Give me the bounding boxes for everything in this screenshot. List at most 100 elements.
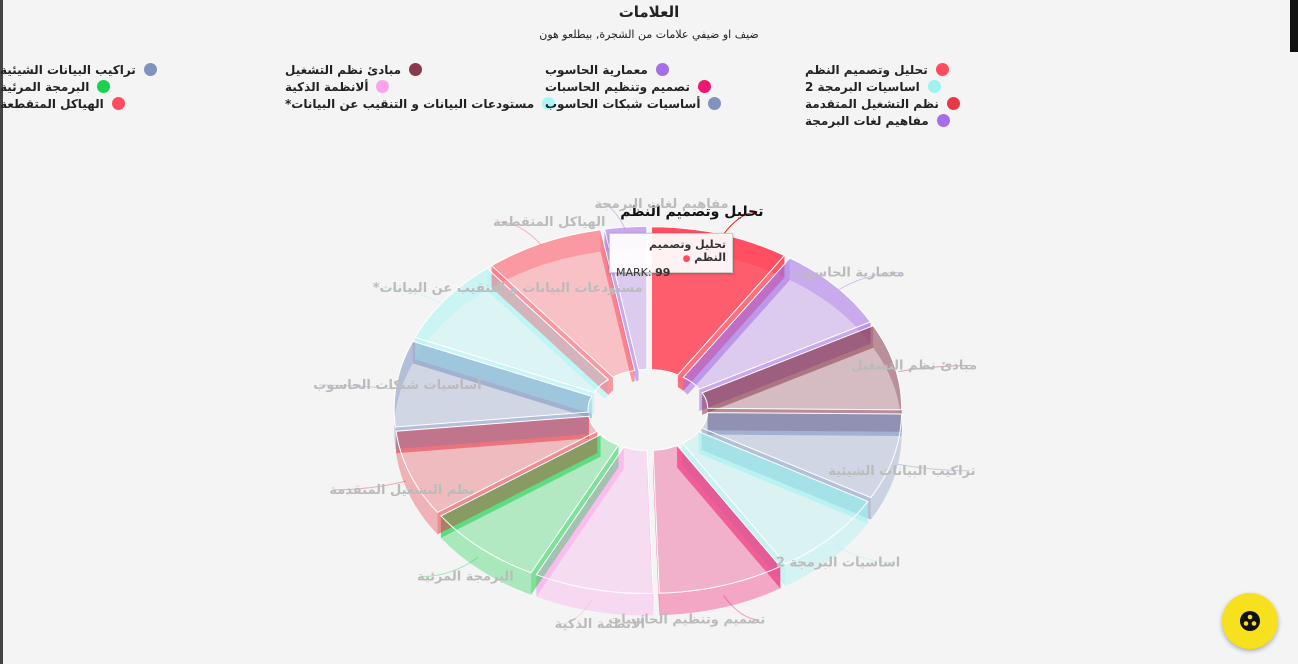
legend-item[interactable]: مستودعات البيانات و التنقيب عن البيانات* xyxy=(285,95,556,112)
data-label-connector xyxy=(723,595,760,621)
floating-action-button[interactable] xyxy=(1222,593,1278,649)
pie-slice-edge xyxy=(698,431,868,524)
pie-slice-side xyxy=(536,574,654,616)
pie-slice-edge xyxy=(491,265,614,400)
data-label-connector xyxy=(834,544,895,564)
pie-slice[interactable] xyxy=(652,444,782,594)
pie-slice[interactable] xyxy=(414,267,610,394)
chart-subtitle: ضيف او ضيفي علامات من الشجرة, بيطلعو هون xyxy=(539,28,759,41)
tooltip-value-label: MARK: xyxy=(616,266,652,279)
legend-item[interactable]: اساسيات البرمجة 2 xyxy=(805,78,1065,95)
legend-marker-icon xyxy=(946,97,960,110)
pie-slice[interactable] xyxy=(440,434,620,574)
pie-slice[interactable] xyxy=(701,325,903,411)
legend-label: اساسيات البرمجة 2 xyxy=(805,79,920,94)
data-label-connector xyxy=(335,480,407,491)
pie-slice-side xyxy=(873,325,902,432)
legend-marker-icon xyxy=(542,97,556,110)
data-label: اساسيات البرمجة 2 xyxy=(776,556,900,571)
pie-slice[interactable] xyxy=(681,431,869,565)
pie-slice-side xyxy=(491,229,601,288)
data-label: ألانظمة الذكية xyxy=(555,615,645,632)
legend-item[interactable]: نظم التشغيل المتقدمة xyxy=(805,95,1065,112)
legend-item[interactable]: مبادئ نظم التشغيل xyxy=(285,61,545,78)
legend-marker-icon xyxy=(111,97,125,110)
legend-item[interactable]: تراكيب البيانات الشيئية xyxy=(0,61,260,78)
donut-hole xyxy=(602,380,694,440)
data-label-connector xyxy=(378,287,443,304)
data-label-connector xyxy=(499,221,542,246)
data-label-connector xyxy=(600,203,626,230)
pie-slice-edge xyxy=(683,257,790,400)
pie-slice[interactable] xyxy=(535,446,654,594)
pie-slice-side xyxy=(415,268,487,360)
tooltip-dot-icon: ● xyxy=(682,254,691,264)
chart-title: العلامات xyxy=(618,3,680,21)
legend-marker-icon xyxy=(655,63,669,76)
pie-slice-edge xyxy=(531,445,619,595)
data-label: تحليل وتصميم النظم xyxy=(620,204,763,220)
pie-slice[interactable] xyxy=(393,340,593,428)
legend-item[interactable]: أساسيات شبكات الحاسوب xyxy=(545,95,805,112)
data-label: معمارية الحاسوب xyxy=(793,266,904,281)
legend-marker-icon xyxy=(697,80,711,93)
data-label: البرمجة المرئية xyxy=(417,570,514,585)
legend-marker-icon xyxy=(935,63,949,76)
legend-label: تحليل وتصميم النظم xyxy=(805,62,928,77)
data-label: الهياكل المتقطعة xyxy=(493,215,605,230)
pie-slice-edge xyxy=(707,412,902,437)
data-label-connector xyxy=(422,556,479,578)
data-label: مبادئ نظم التشغيل xyxy=(851,358,977,373)
tooltip-value: 99 xyxy=(655,266,671,279)
data-label: تراكيب البيانات الشيئية xyxy=(828,464,975,479)
legend-label: مبادئ نظم التشغيل xyxy=(285,62,402,77)
pie-slice-edge xyxy=(702,325,874,415)
data-label-connector xyxy=(897,463,970,472)
legend-item[interactable]: ألانظمة الذكية xyxy=(285,78,545,95)
pie-slice[interactable] xyxy=(700,412,903,499)
legend-item[interactable]: تحليل وتصميم النظم xyxy=(805,61,1065,78)
pie-slice-side xyxy=(394,341,413,449)
data-label: مستودعات البيانات و التنقيب عن البيانات* xyxy=(373,281,643,296)
pie-slice-side xyxy=(440,515,532,595)
legend-label: معمارية الحاسوب xyxy=(545,62,648,77)
pie-slice[interactable] xyxy=(395,415,599,514)
legend-item[interactable]: معمارية الحاسوب xyxy=(545,61,805,78)
legend-label: نظم التشغيل المتقدمة xyxy=(805,96,939,111)
legend-marker-icon xyxy=(143,63,157,76)
data-label: أساسيات شبكات الحاسوب xyxy=(313,376,481,393)
legend-item[interactable]: الهياكل المتقطعة xyxy=(0,95,260,112)
legend-label: مستودعات البيانات و التنقيب عن البيانات* xyxy=(285,96,535,111)
legend-label: تراكيب البيانات الشيئية xyxy=(0,62,136,77)
legend-label: تصميم وتنظيم الحاسبات xyxy=(545,79,690,94)
data-label-connector xyxy=(838,272,899,291)
pie-slice[interactable] xyxy=(490,229,636,378)
data-label-connector xyxy=(721,211,758,237)
legend-label: الهياكل المتقطعة xyxy=(0,96,104,111)
pie-slice[interactable] xyxy=(682,257,872,390)
pie-slice-side xyxy=(870,414,902,520)
legend-item[interactable]: تصميم وتنظيم الحاسبات xyxy=(545,78,805,95)
data-label: نظم التشغيل المتقدمة xyxy=(329,483,474,498)
pie-slice-edge xyxy=(677,445,781,589)
data-label-connector xyxy=(898,364,972,372)
pie-slice-side xyxy=(789,258,871,344)
scrollbar[interactable] xyxy=(1290,0,1298,52)
pie-slice-edge xyxy=(395,412,589,449)
legend-item[interactable]: مفاهيم لغات البرمجة xyxy=(805,112,1065,129)
tooltip-series-name: تحليل وتصميم النظم xyxy=(649,238,726,264)
pie-slice-side xyxy=(785,501,868,587)
legend-marker-icon xyxy=(409,63,423,76)
data-label-connector xyxy=(319,384,393,390)
legend-label: مفاهيم لغات البرمجة xyxy=(805,113,929,128)
data-label: تصميم وتنظيم الحاسبات xyxy=(608,613,765,628)
legend-marker-icon xyxy=(936,114,950,127)
legend-marker-icon xyxy=(97,80,111,93)
legend-item[interactable]: البرمجة المرئية xyxy=(0,78,260,95)
data-label: مفاهيم لغات البرمجة xyxy=(595,197,729,212)
legend-marker-icon xyxy=(376,80,390,93)
legend-label: أساسيات شبكات الحاسوب xyxy=(545,96,701,111)
legend-label: ألانظمة الذكية xyxy=(285,79,369,94)
